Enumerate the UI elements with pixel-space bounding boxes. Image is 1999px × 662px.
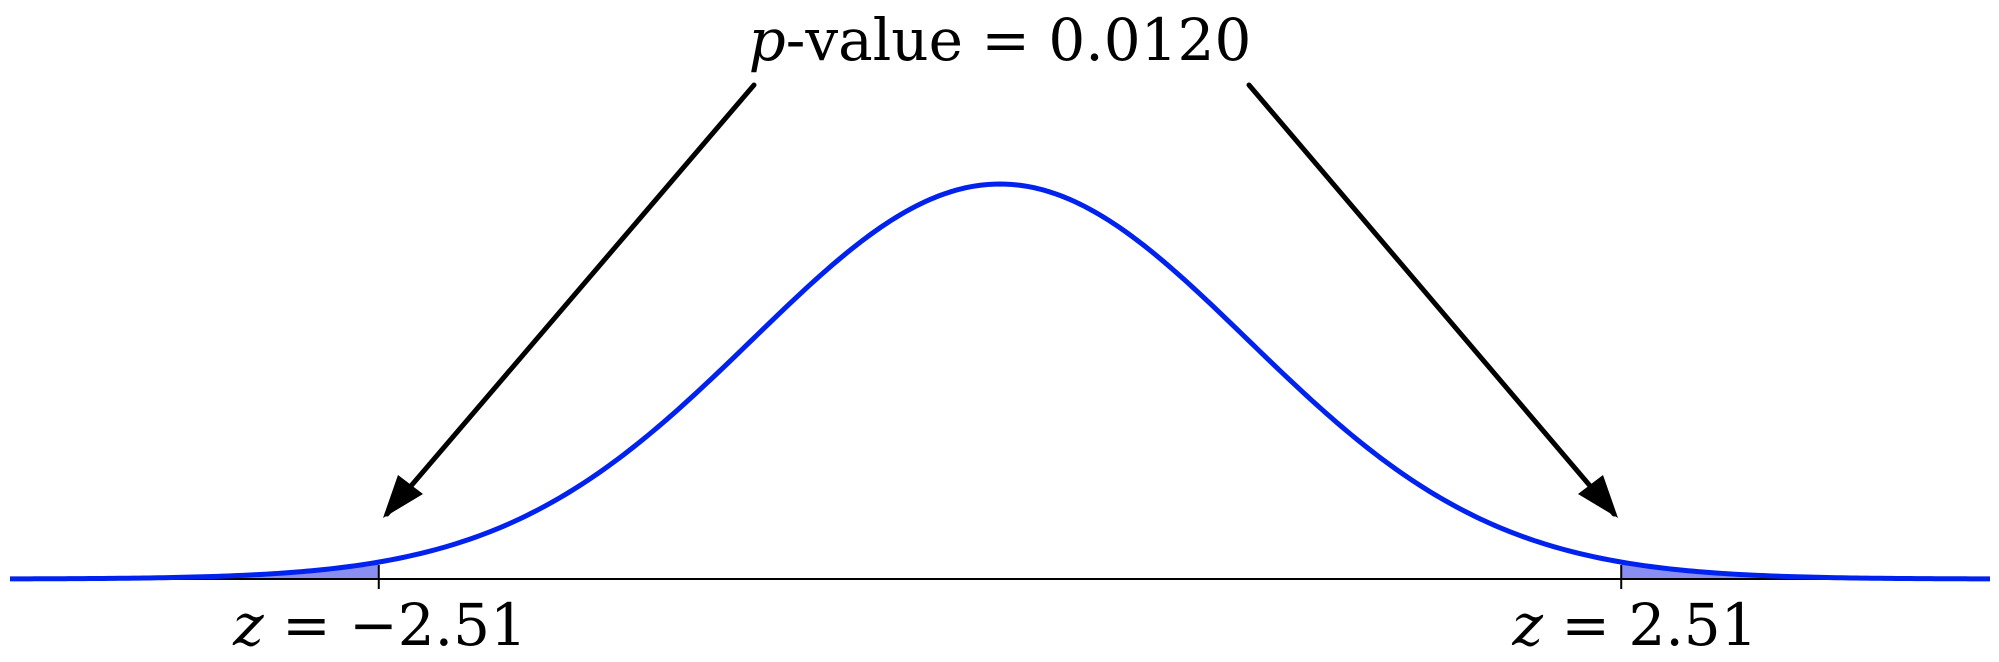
left-arrow bbox=[384, 82, 757, 517]
right-arrow bbox=[1246, 82, 1617, 517]
right-critical-label: z = 2.51 bbox=[1511, 591, 1757, 659]
left-z-symbol: z bbox=[232, 591, 264, 659]
right-arrowhead bbox=[1578, 475, 1618, 518]
p-value-text: -value = 0.0120 bbox=[786, 6, 1252, 74]
p-symbol: p bbox=[749, 6, 786, 74]
p-value-annotation: p-value = 0.0120 bbox=[749, 6, 1252, 74]
right-z-value: = 2.51 bbox=[1543, 591, 1758, 659]
left-critical-label: z = −2.51 bbox=[232, 591, 527, 659]
left-arrowhead bbox=[383, 475, 423, 518]
left-z-value: = −2.51 bbox=[264, 591, 527, 659]
right-z-symbol: z bbox=[1511, 591, 1543, 659]
normal-density-curve bbox=[9, 181, 1991, 582]
